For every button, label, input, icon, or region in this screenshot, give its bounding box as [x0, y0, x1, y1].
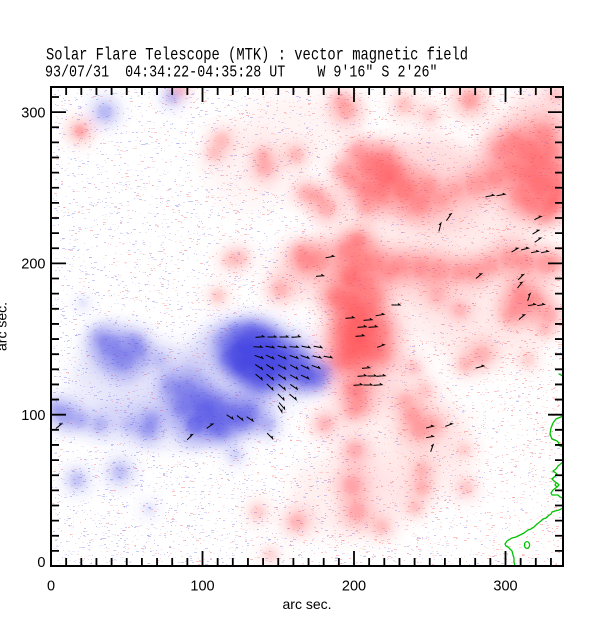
svg-text:100: 100 — [190, 579, 214, 595]
svg-text:200: 200 — [21, 257, 45, 273]
svg-text:300: 300 — [493, 579, 517, 595]
svg-text:93/07/31 04:34:22-04:35:28 UT: 93/07/31 04:34:22-04:35:28 UT W 9'16" S … — [45, 62, 438, 82]
svg-text:100: 100 — [21, 408, 45, 424]
svg-text:Solar Flare Telescope (MTK) :: Solar Flare Telescope (MTK) : vector mag… — [46, 45, 468, 65]
svg-text:200: 200 — [342, 579, 366, 595]
svg-text:300: 300 — [21, 105, 45, 121]
svg-text:arc sec.: arc sec. — [0, 302, 10, 351]
svg-text:0: 0 — [47, 579, 55, 595]
svg-text:arc sec.: arc sec. — [282, 596, 331, 612]
svg-text:0: 0 — [37, 555, 45, 571]
